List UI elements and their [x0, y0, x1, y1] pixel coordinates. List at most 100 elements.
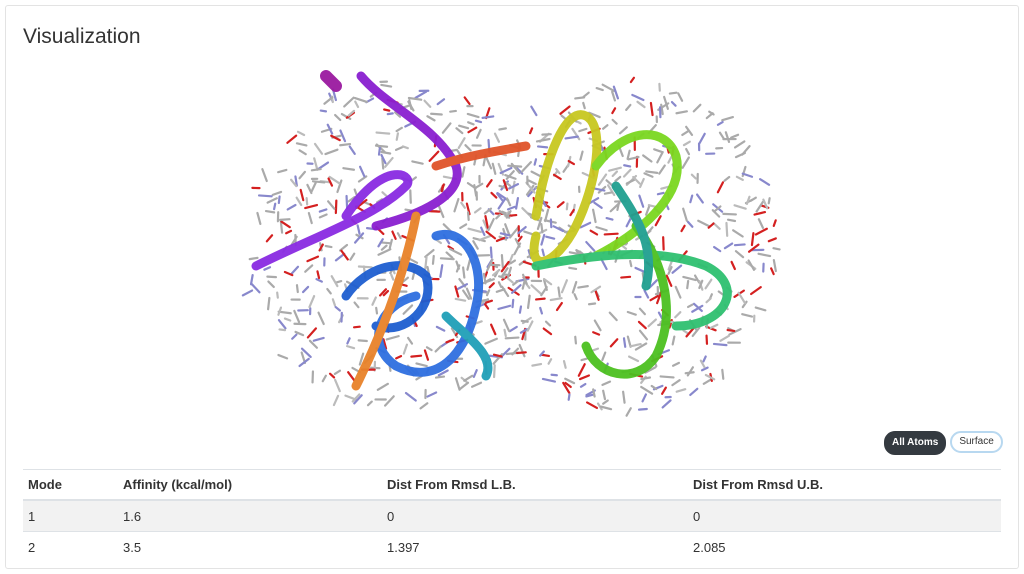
atom-bond [465, 287, 473, 300]
atom-bond [638, 329, 649, 341]
atom-bond [555, 301, 563, 312]
atom-bond [622, 390, 626, 404]
atom-bond [493, 132, 501, 143]
view-button[interactable]: Surface [950, 431, 1003, 453]
atom-bond [526, 320, 534, 332]
atom-bond [660, 103, 664, 116]
view-button[interactable]: All Atoms [884, 431, 947, 455]
atom-bond [674, 285, 682, 299]
atom-bond [317, 311, 325, 326]
atom-bond [536, 145, 549, 149]
atom-bond [504, 173, 517, 180]
atom-bond [518, 305, 523, 314]
atom-bond [712, 222, 721, 230]
atom-bond [582, 91, 590, 98]
atom-bond [318, 213, 328, 219]
atom-bond [609, 338, 619, 348]
atom-bond [674, 311, 682, 319]
atom-bond [484, 215, 489, 229]
atom-bond [611, 170, 619, 178]
atom-bond [391, 230, 397, 240]
atom-bond [286, 134, 298, 144]
atom-bond [301, 285, 310, 294]
atom-bond [686, 220, 694, 228]
atom-bond [484, 155, 493, 170]
atom-bond [371, 296, 377, 306]
atom-bond [327, 200, 336, 210]
atom-bond [691, 326, 701, 337]
atom-bond [552, 173, 562, 181]
atom-bond [577, 363, 586, 377]
atom-bond [411, 160, 424, 165]
atom-bond [750, 232, 755, 247]
atom-bond [702, 355, 707, 363]
atom-bond [734, 250, 745, 259]
atom-bond [500, 347, 511, 358]
atom-bond [380, 244, 388, 251]
atom-bond [507, 266, 512, 278]
atom-bond [702, 378, 713, 385]
atom-bond [772, 247, 781, 251]
atom-bond [395, 132, 400, 141]
atom-bond [296, 130, 306, 137]
atom-bond [521, 273, 528, 285]
atom-bond [585, 240, 596, 252]
atom-bond [573, 293, 578, 301]
atom-bond [689, 387, 699, 397]
atom-bond [562, 359, 567, 369]
atom-bond [263, 266, 272, 271]
atom-bond [577, 285, 589, 289]
atom-bond [388, 238, 393, 250]
atom-bond [473, 207, 482, 214]
atom-bond [492, 353, 503, 358]
atom-bond [327, 177, 334, 187]
atom-bond [499, 232, 513, 237]
atom-bond [733, 243, 746, 247]
atom-bond [423, 349, 430, 361]
atom-bond [505, 210, 512, 219]
atom-bond [602, 389, 607, 401]
ribbon [251, 170, 413, 271]
atom-bond [671, 379, 681, 387]
atom-bond [601, 351, 607, 362]
atom-bond [650, 384, 658, 391]
atom-bond [754, 227, 768, 236]
atom-bond [295, 142, 308, 147]
atom-bond [267, 296, 271, 311]
atom-bond [533, 158, 538, 166]
atom-bond [504, 336, 520, 340]
atom-bond [643, 289, 650, 299]
atom-bond [353, 394, 363, 405]
atom-bond [717, 290, 725, 296]
atom-bond [334, 113, 342, 122]
atom-bond [353, 96, 368, 104]
atom-bond [436, 98, 446, 106]
molecule-viewer[interactable] [236, 66, 786, 426]
atom-bond [384, 156, 394, 168]
atom-bond [357, 265, 373, 269]
atom-bond [437, 369, 449, 377]
atom-bond [568, 266, 578, 271]
atom-bond [353, 301, 360, 309]
atom-bond [498, 184, 508, 189]
atom-bond [294, 330, 305, 337]
atom-bond [486, 179, 493, 188]
atom-bond [395, 355, 403, 360]
atom-bond [700, 366, 709, 372]
atom-bond [562, 381, 571, 395]
atom-bond [383, 395, 395, 407]
atom-bond [747, 259, 756, 271]
atom-bond [491, 268, 501, 277]
atom-bond [578, 374, 591, 381]
atom-bond [407, 100, 415, 112]
atom-bond [634, 342, 648, 351]
atom-bond [425, 346, 433, 352]
atom-bond [506, 205, 516, 211]
atom-bond [579, 221, 592, 229]
atom-bond [772, 219, 777, 228]
atom-bond [424, 248, 435, 258]
atom-bond [445, 338, 455, 344]
atom-bond [595, 86, 604, 92]
atom-bond [294, 175, 298, 187]
column-header: Affinity (kcal/mol) [118, 469, 382, 501]
